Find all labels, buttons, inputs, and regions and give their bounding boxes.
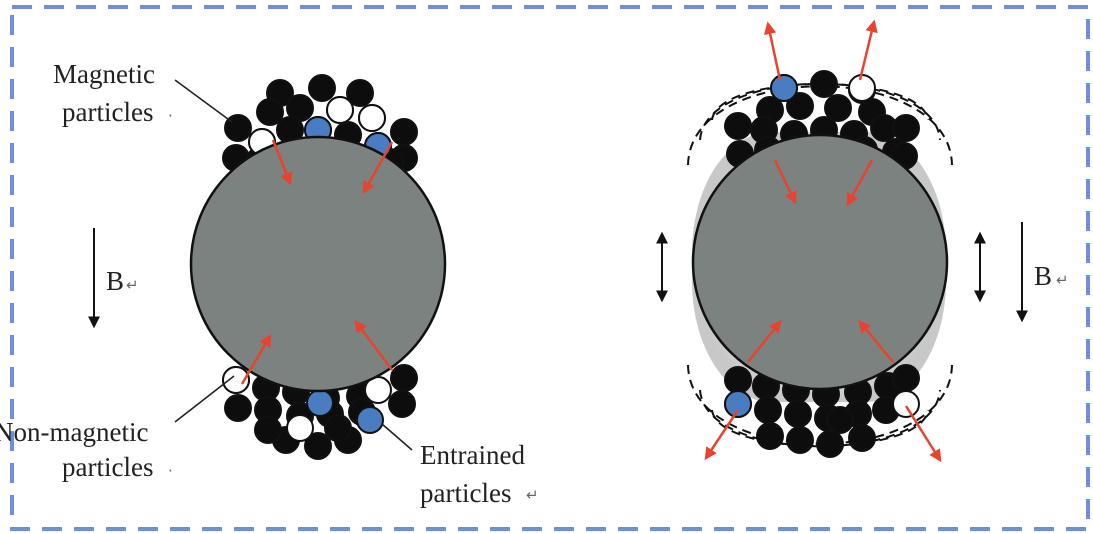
nonmagnetic-label-line2: particles	[62, 452, 153, 482]
left-force-arrows	[240, 139, 394, 385]
magnetic-particle	[826, 406, 854, 434]
magnetic-particle	[224, 394, 252, 422]
nonmagnetic-leader-line	[174, 375, 235, 423]
force-arrow	[747, 320, 782, 363]
non-magnetic-particle	[892, 390, 920, 418]
force-arrow	[704, 409, 740, 461]
magnetic-particle	[304, 432, 332, 460]
force-arrow	[763, 21, 782, 81]
magnetic-particle	[786, 92, 814, 120]
return-mark: ↵	[1056, 271, 1069, 289]
magnetic-particle	[786, 426, 814, 454]
right-core-sphere	[691, 133, 949, 391]
magnetic-particle	[848, 424, 876, 452]
right-outward-arrows	[704, 19, 942, 463]
magnetic-particle	[754, 396, 782, 424]
force-arrow	[858, 19, 878, 81]
entrained-particle	[770, 74, 798, 102]
dot-mark: ·	[168, 462, 173, 480]
magnetic-particle	[892, 114, 920, 142]
entrained-leader-line	[381, 423, 413, 451]
magnetic-particle	[724, 366, 752, 394]
magnetic-particle	[724, 112, 752, 140]
magnetic-label-line1: Magnetic	[53, 59, 155, 89]
magnetic-particle	[256, 98, 284, 126]
magnetic-particle	[824, 94, 852, 122]
entrained-label-line2: particles	[420, 478, 511, 508]
magnetic-particle	[810, 70, 838, 98]
entrained-particle	[306, 389, 334, 417]
non-magnetic-particle	[848, 74, 876, 102]
magnetic-leader-line	[174, 79, 233, 123]
non-magnetic-particle	[358, 104, 386, 132]
nonmagnetic-label-line1: Non-magnetic	[0, 417, 148, 447]
non-magnetic-particle	[222, 366, 250, 394]
magnetic-particle	[346, 79, 374, 107]
magnetic-particle	[892, 364, 920, 392]
force-arrow	[858, 320, 894, 363]
left-panel: Magnetic particles · Non-magnetic partic…	[0, 59, 539, 508]
magnetic-particle	[324, 414, 352, 442]
magnetic-particle	[390, 118, 418, 146]
magnetic-particle	[784, 400, 812, 428]
magnetic-label-line2: particles	[62, 97, 153, 127]
non-magnetic-particle	[326, 96, 354, 124]
force-arrow	[354, 320, 393, 371]
entrained-label-line1: Entrained	[420, 440, 525, 470]
right-inward-arrows	[747, 159, 894, 363]
left-field-label: B	[106, 266, 124, 296]
force-arrow	[773, 159, 797, 205]
dot-mark: ·	[168, 107, 173, 125]
force-arrow	[240, 333, 272, 385]
force-arrow	[362, 141, 394, 195]
magnetic-particle	[388, 390, 416, 418]
right-field-label: B	[1034, 261, 1052, 291]
entrained-particle	[356, 406, 384, 434]
return-mark: ↵	[526, 486, 539, 504]
right-bottom-particle-cluster	[724, 364, 920, 458]
magnetic-particle	[308, 74, 336, 102]
force-arrow	[904, 405, 942, 463]
left-leader-lines	[174, 79, 413, 451]
magnetic-particle	[390, 364, 418, 392]
non-magnetic-particle	[286, 414, 314, 442]
right-panel: B ↵	[656, 19, 1069, 463]
magnetic-particle	[254, 416, 282, 444]
force-arrow	[271, 139, 293, 186]
magnetic-particle	[756, 422, 784, 450]
magnetic-particle	[816, 430, 844, 458]
force-arrow	[846, 159, 874, 207]
return-mark: ↵	[126, 276, 139, 294]
left-core-sphere	[189, 135, 447, 393]
entrained-particle	[724, 390, 752, 418]
